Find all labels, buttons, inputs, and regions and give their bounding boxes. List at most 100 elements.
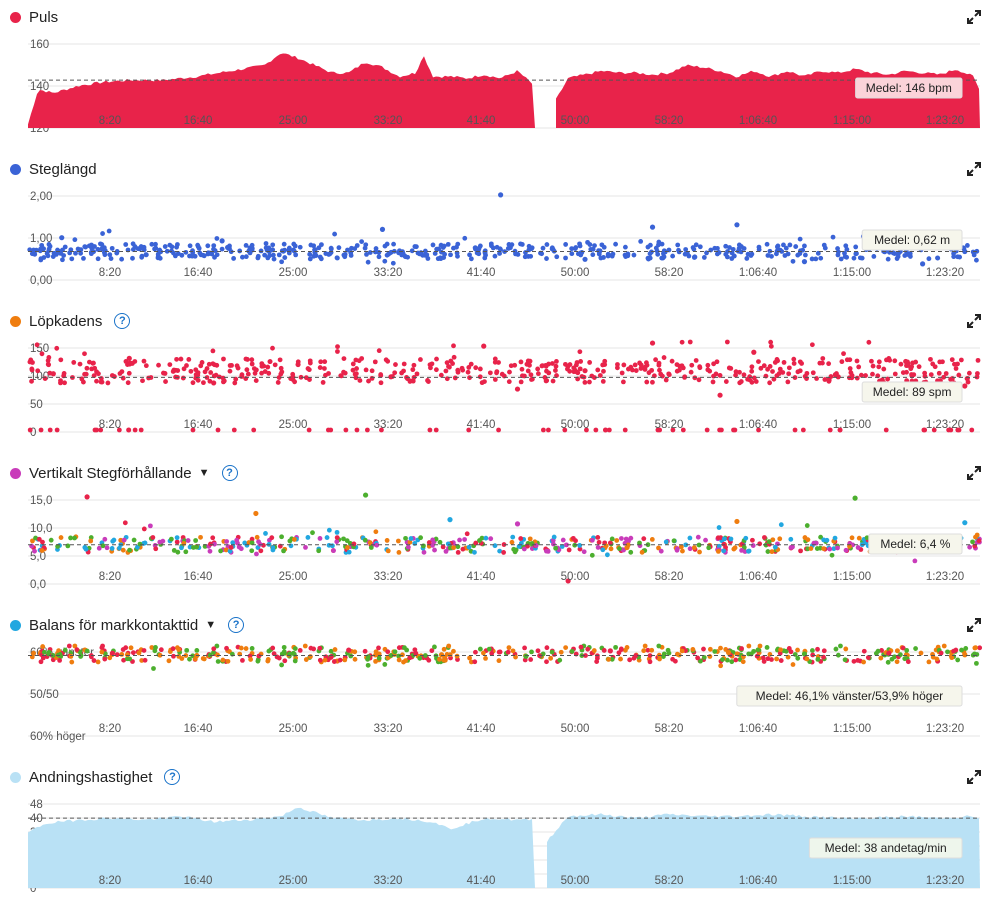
data-point [233, 376, 239, 382]
data-point [192, 253, 198, 259]
data-point [317, 645, 323, 651]
data-point [227, 548, 233, 554]
data-point [266, 245, 272, 251]
data-point [496, 427, 501, 433]
data-point [934, 656, 940, 662]
data-point [139, 254, 145, 260]
x-tick-label: 25:00 [279, 571, 308, 583]
data-point [764, 241, 770, 247]
data-point [683, 247, 689, 252]
data-point [973, 645, 978, 651]
data-point [162, 371, 168, 376]
x-tick-label: 50:00 [561, 267, 590, 279]
data-point [162, 244, 168, 249]
expand-icon[interactable] [966, 313, 982, 329]
data-point [445, 241, 451, 247]
data-point [411, 362, 417, 368]
expand-icon[interactable] [966, 9, 982, 25]
data-point [565, 578, 571, 584]
data-point [277, 357, 283, 363]
data-point [157, 255, 163, 261]
data-point [792, 652, 798, 657]
data-point [100, 543, 106, 549]
data-point [219, 246, 225, 252]
data-point [451, 245, 456, 251]
data-point [785, 251, 791, 257]
data-point [33, 535, 38, 541]
expand-icon[interactable] [966, 161, 982, 177]
data-point [879, 648, 884, 653]
data-point [206, 361, 212, 367]
expand-icon[interactable] [966, 617, 982, 633]
data-point [642, 364, 648, 370]
data-point [83, 371, 89, 377]
svg-text:Medel: 46,1% vänster/53,9% hög: Medel: 46,1% vänster/53,9% höger [756, 689, 943, 703]
data-point [31, 650, 36, 656]
dropdown-caret-icon[interactable]: ▼ [198, 467, 210, 479]
svg-text:Medel: 6,4 %: Medel: 6,4 % [880, 537, 950, 551]
data-point [91, 658, 97, 663]
data-point [768, 339, 774, 345]
x-tick-label: 58:20 [655, 723, 684, 735]
data-point [153, 546, 159, 552]
data-point [262, 252, 268, 258]
data-point [124, 652, 130, 658]
data-point [483, 535, 489, 541]
data-point [444, 360, 450, 366]
data-point [577, 241, 582, 247]
data-point [838, 256, 844, 262]
data-point [84, 365, 90, 371]
chart-panel-vertikalt: Vertikalt Stegförhållande ▼? 15,0 10,0 5,0 0,… [0, 456, 994, 608]
data-point [617, 546, 622, 552]
data-point [141, 358, 147, 364]
data-point [695, 534, 701, 540]
data-point [243, 376, 249, 381]
data-point [462, 235, 468, 241]
mean-badge: Medel: 46,1% vänster/53,9% höger [736, 685, 963, 707]
data-point [40, 539, 45, 545]
help-icon[interactable]: ? [164, 769, 181, 785]
data-point [266, 370, 272, 376]
data-point [912, 558, 918, 564]
x-tick-label: 33:20 [374, 115, 403, 127]
x-tick-label: 16:40 [184, 115, 213, 127]
data-point [577, 366, 583, 372]
x-tick-label: 41:40 [467, 571, 496, 583]
data-point [269, 535, 275, 541]
data-point [936, 370, 942, 376]
y-tick-label: 140 [30, 81, 49, 93]
x-tick-label: 8:20 [99, 723, 121, 735]
help-icon[interactable]: ? [114, 313, 131, 329]
x-tick-label: 25:00 [279, 115, 308, 127]
dropdown-caret-icon[interactable]: ▼ [205, 619, 217, 631]
data-point [624, 545, 630, 550]
data-point [141, 244, 147, 250]
x-tick-label: 50:00 [561, 115, 590, 127]
data-point [578, 644, 584, 650]
x-tick-label: 1:23:20 [926, 723, 964, 735]
data-point [399, 370, 405, 376]
data-point [305, 366, 311, 371]
data-point [279, 259, 285, 265]
help-icon[interactable]: ? [221, 465, 238, 481]
data-point [94, 378, 99, 384]
help-icon[interactable]: ? [228, 617, 245, 633]
data-point [753, 379, 759, 384]
expand-icon[interactable] [966, 769, 982, 785]
data-point [231, 256, 237, 261]
data-point [589, 552, 595, 558]
data-point [450, 361, 455, 366]
data-point [658, 371, 664, 377]
data-point [898, 361, 904, 367]
data-point [243, 243, 249, 248]
data-point [507, 369, 512, 375]
data-point [238, 645, 244, 651]
data-point [245, 371, 251, 377]
data-point [892, 358, 898, 364]
data-point [438, 372, 444, 378]
data-point [716, 543, 722, 549]
data-point [518, 379, 524, 385]
expand-icon[interactable] [966, 465, 982, 481]
data-point [863, 373, 868, 378]
data-point [886, 650, 892, 656]
